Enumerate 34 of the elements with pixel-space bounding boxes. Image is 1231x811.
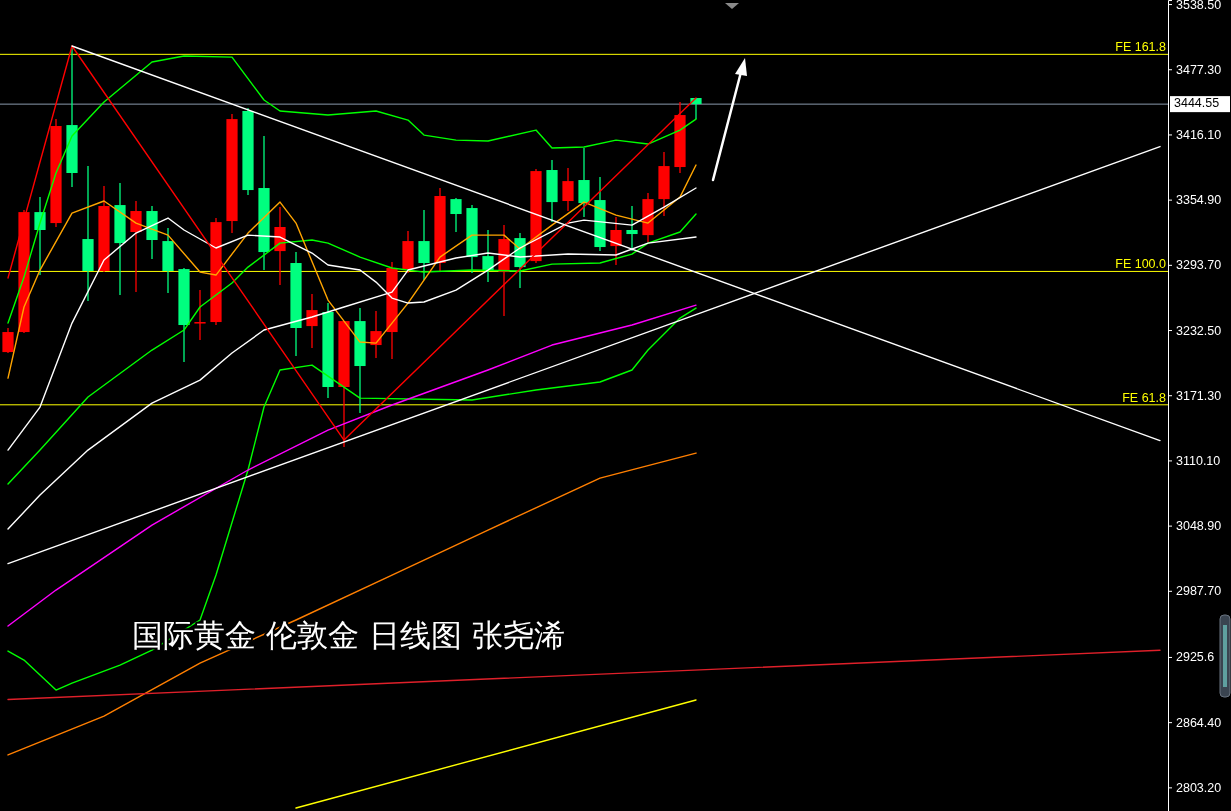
ref-line-label: FE 61.8 <box>1122 390 1167 405</box>
candlestick <box>130 200 142 293</box>
y-tick-label: 3171.30 <box>1176 388 1222 403</box>
y-tick-label: 3354.90 <box>1176 193 1222 208</box>
ref-line-label: FE 100.0 <box>1115 257 1167 272</box>
y-tick-label: 3293.70 <box>1176 258 1222 273</box>
y-tick-label: 3110.10 <box>1176 453 1221 468</box>
ref-line-label: 3444.55 <box>1174 96 1220 111</box>
y-tick-label: 2925.6 <box>1176 650 1215 665</box>
candlestick <box>34 196 46 276</box>
candlestick <box>562 167 574 212</box>
candlestick <box>482 229 494 283</box>
y-tick-label: 3048.90 <box>1176 519 1222 534</box>
line-series <box>7 213 697 485</box>
candlestick <box>578 147 590 218</box>
candlestick <box>450 197 462 233</box>
candlestick <box>610 216 622 266</box>
y-tick-label: 3538.50 <box>1176 0 1222 12</box>
line-series <box>7 452 697 756</box>
line-series <box>7 55 697 324</box>
y-tick-label: 3477.30 <box>1176 62 1222 77</box>
y-tick-label: 3232.50 <box>1176 323 1222 338</box>
y-tick-label: 3416.10 <box>1176 127 1222 142</box>
line-series <box>7 307 697 691</box>
candlestick <box>626 205 638 252</box>
ref-line-label: FE 161.8 <box>1115 40 1167 55</box>
line-series <box>7 164 697 379</box>
candlestick <box>306 293 318 349</box>
candlestick <box>2 327 14 354</box>
candlestick <box>194 289 206 341</box>
y-tick-label: 2803.20 <box>1176 780 1222 795</box>
y-tick-label: 2864.40 <box>1176 715 1222 730</box>
y-tick-label: 2987.70 <box>1176 584 1222 599</box>
candlestick <box>418 209 430 281</box>
